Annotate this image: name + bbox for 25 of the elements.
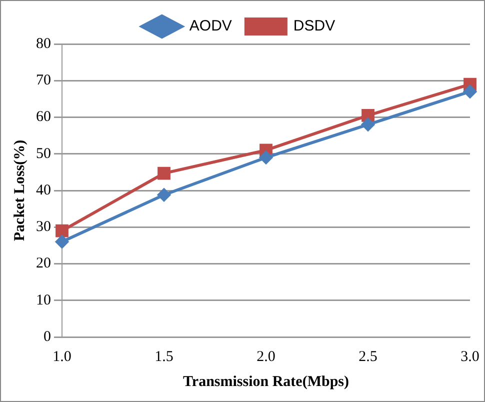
y-tick-label: 20 xyxy=(36,256,51,272)
x-axis-title: Transmission Rate(Mbps) xyxy=(183,374,349,390)
y-tick-label: 0 xyxy=(44,328,51,345)
y-axis-title: Packet Loss(%) xyxy=(12,140,28,242)
legend-label: AODV xyxy=(189,18,232,35)
y-tick-label: 30 xyxy=(36,219,51,236)
point xyxy=(260,151,272,164)
legend-label: DSDV xyxy=(293,18,336,35)
point xyxy=(158,188,170,202)
y-tick-label: 50 xyxy=(36,146,51,162)
y-tick-label: 10 xyxy=(36,292,51,308)
x-tick-label: 1.0 xyxy=(52,348,72,365)
y-tick-label: 40 xyxy=(36,182,51,198)
y-tick-label: 80 xyxy=(36,36,51,52)
x-tick-label: 1.5 xyxy=(154,348,174,365)
x-tick-label: 3.0 xyxy=(460,348,480,365)
point xyxy=(464,85,476,98)
point xyxy=(362,108,374,122)
x-tick-label: 2.5 xyxy=(358,348,378,365)
point xyxy=(56,235,68,248)
point xyxy=(362,118,374,132)
point xyxy=(158,166,170,180)
x-tick-label: 2.0 xyxy=(256,348,276,365)
y-tick-label: 70 xyxy=(36,72,51,89)
y-tick-label: 60 xyxy=(36,109,51,126)
